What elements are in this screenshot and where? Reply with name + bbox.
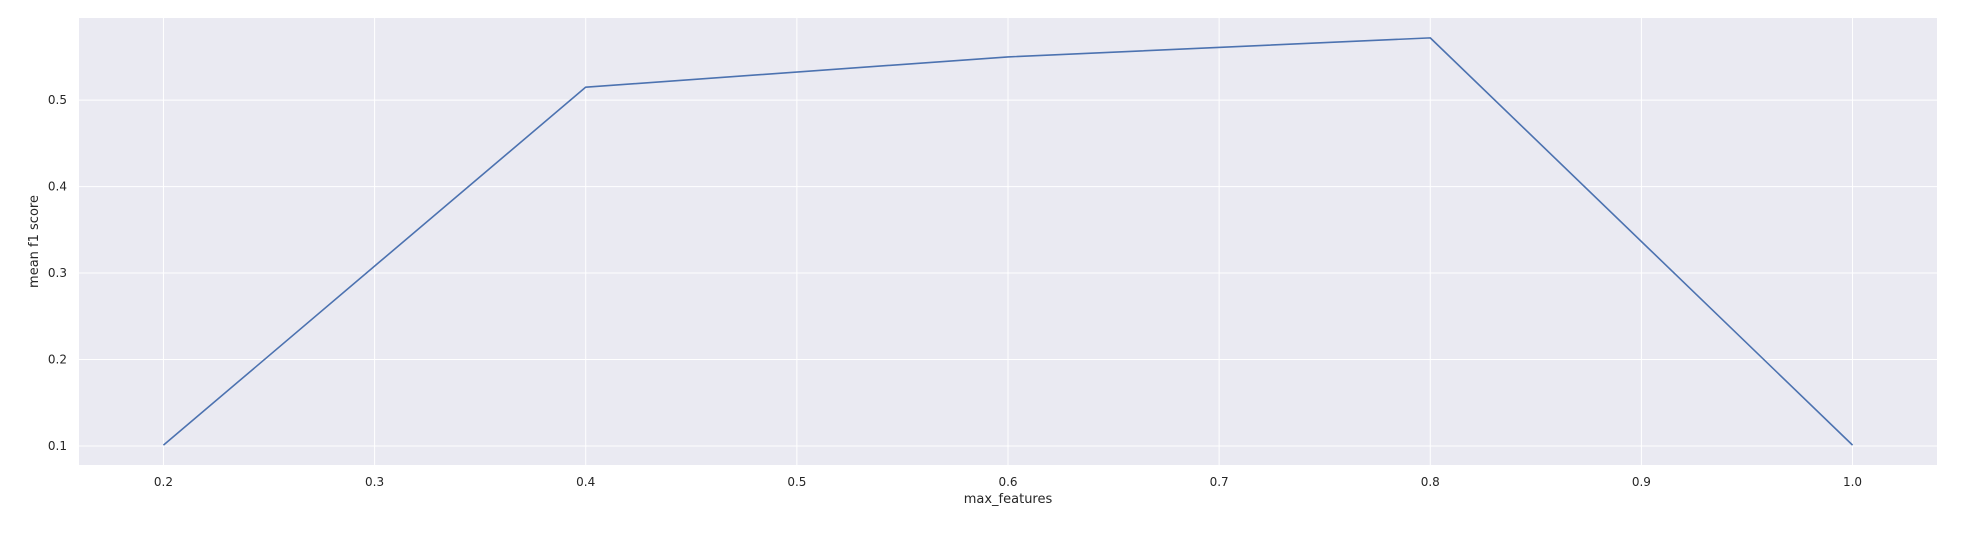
x-tick-label: 0.3	[365, 475, 384, 489]
x-tick-label: 0.2	[154, 475, 173, 489]
y-tick-label: 0.1	[48, 439, 67, 453]
x-tick-label: 0.8	[1421, 475, 1440, 489]
series-layer	[162, 37, 1854, 446]
grid-lines	[79, 18, 1937, 465]
x-axis-ticks: 0.2 0.3 0.4 0.5 0.6 0.7 0.8 0.9 1.0	[154, 475, 1862, 489]
y-axis-label: mean f1 score	[27, 195, 42, 288]
y-tick-label: 0.2	[48, 353, 67, 367]
y-tick-label: 0.3	[48, 266, 67, 280]
series-line	[162, 37, 1854, 446]
y-tick-label: 0.5	[48, 93, 67, 107]
x-tick-label: 0.6	[998, 475, 1017, 489]
x-axis-label: max_features	[964, 492, 1053, 507]
y-axis-ticks: 0.1 0.2 0.3 0.4 0.5	[48, 93, 67, 453]
x-tick-label: 1.0	[1843, 475, 1862, 489]
x-tick-label: 0.4	[576, 475, 595, 489]
x-tick-label: 0.7	[1210, 475, 1229, 489]
x-tick-label: 0.5	[787, 475, 806, 489]
x-tick-label: 0.9	[1632, 475, 1651, 489]
y-tick-label: 0.4	[48, 180, 67, 194]
